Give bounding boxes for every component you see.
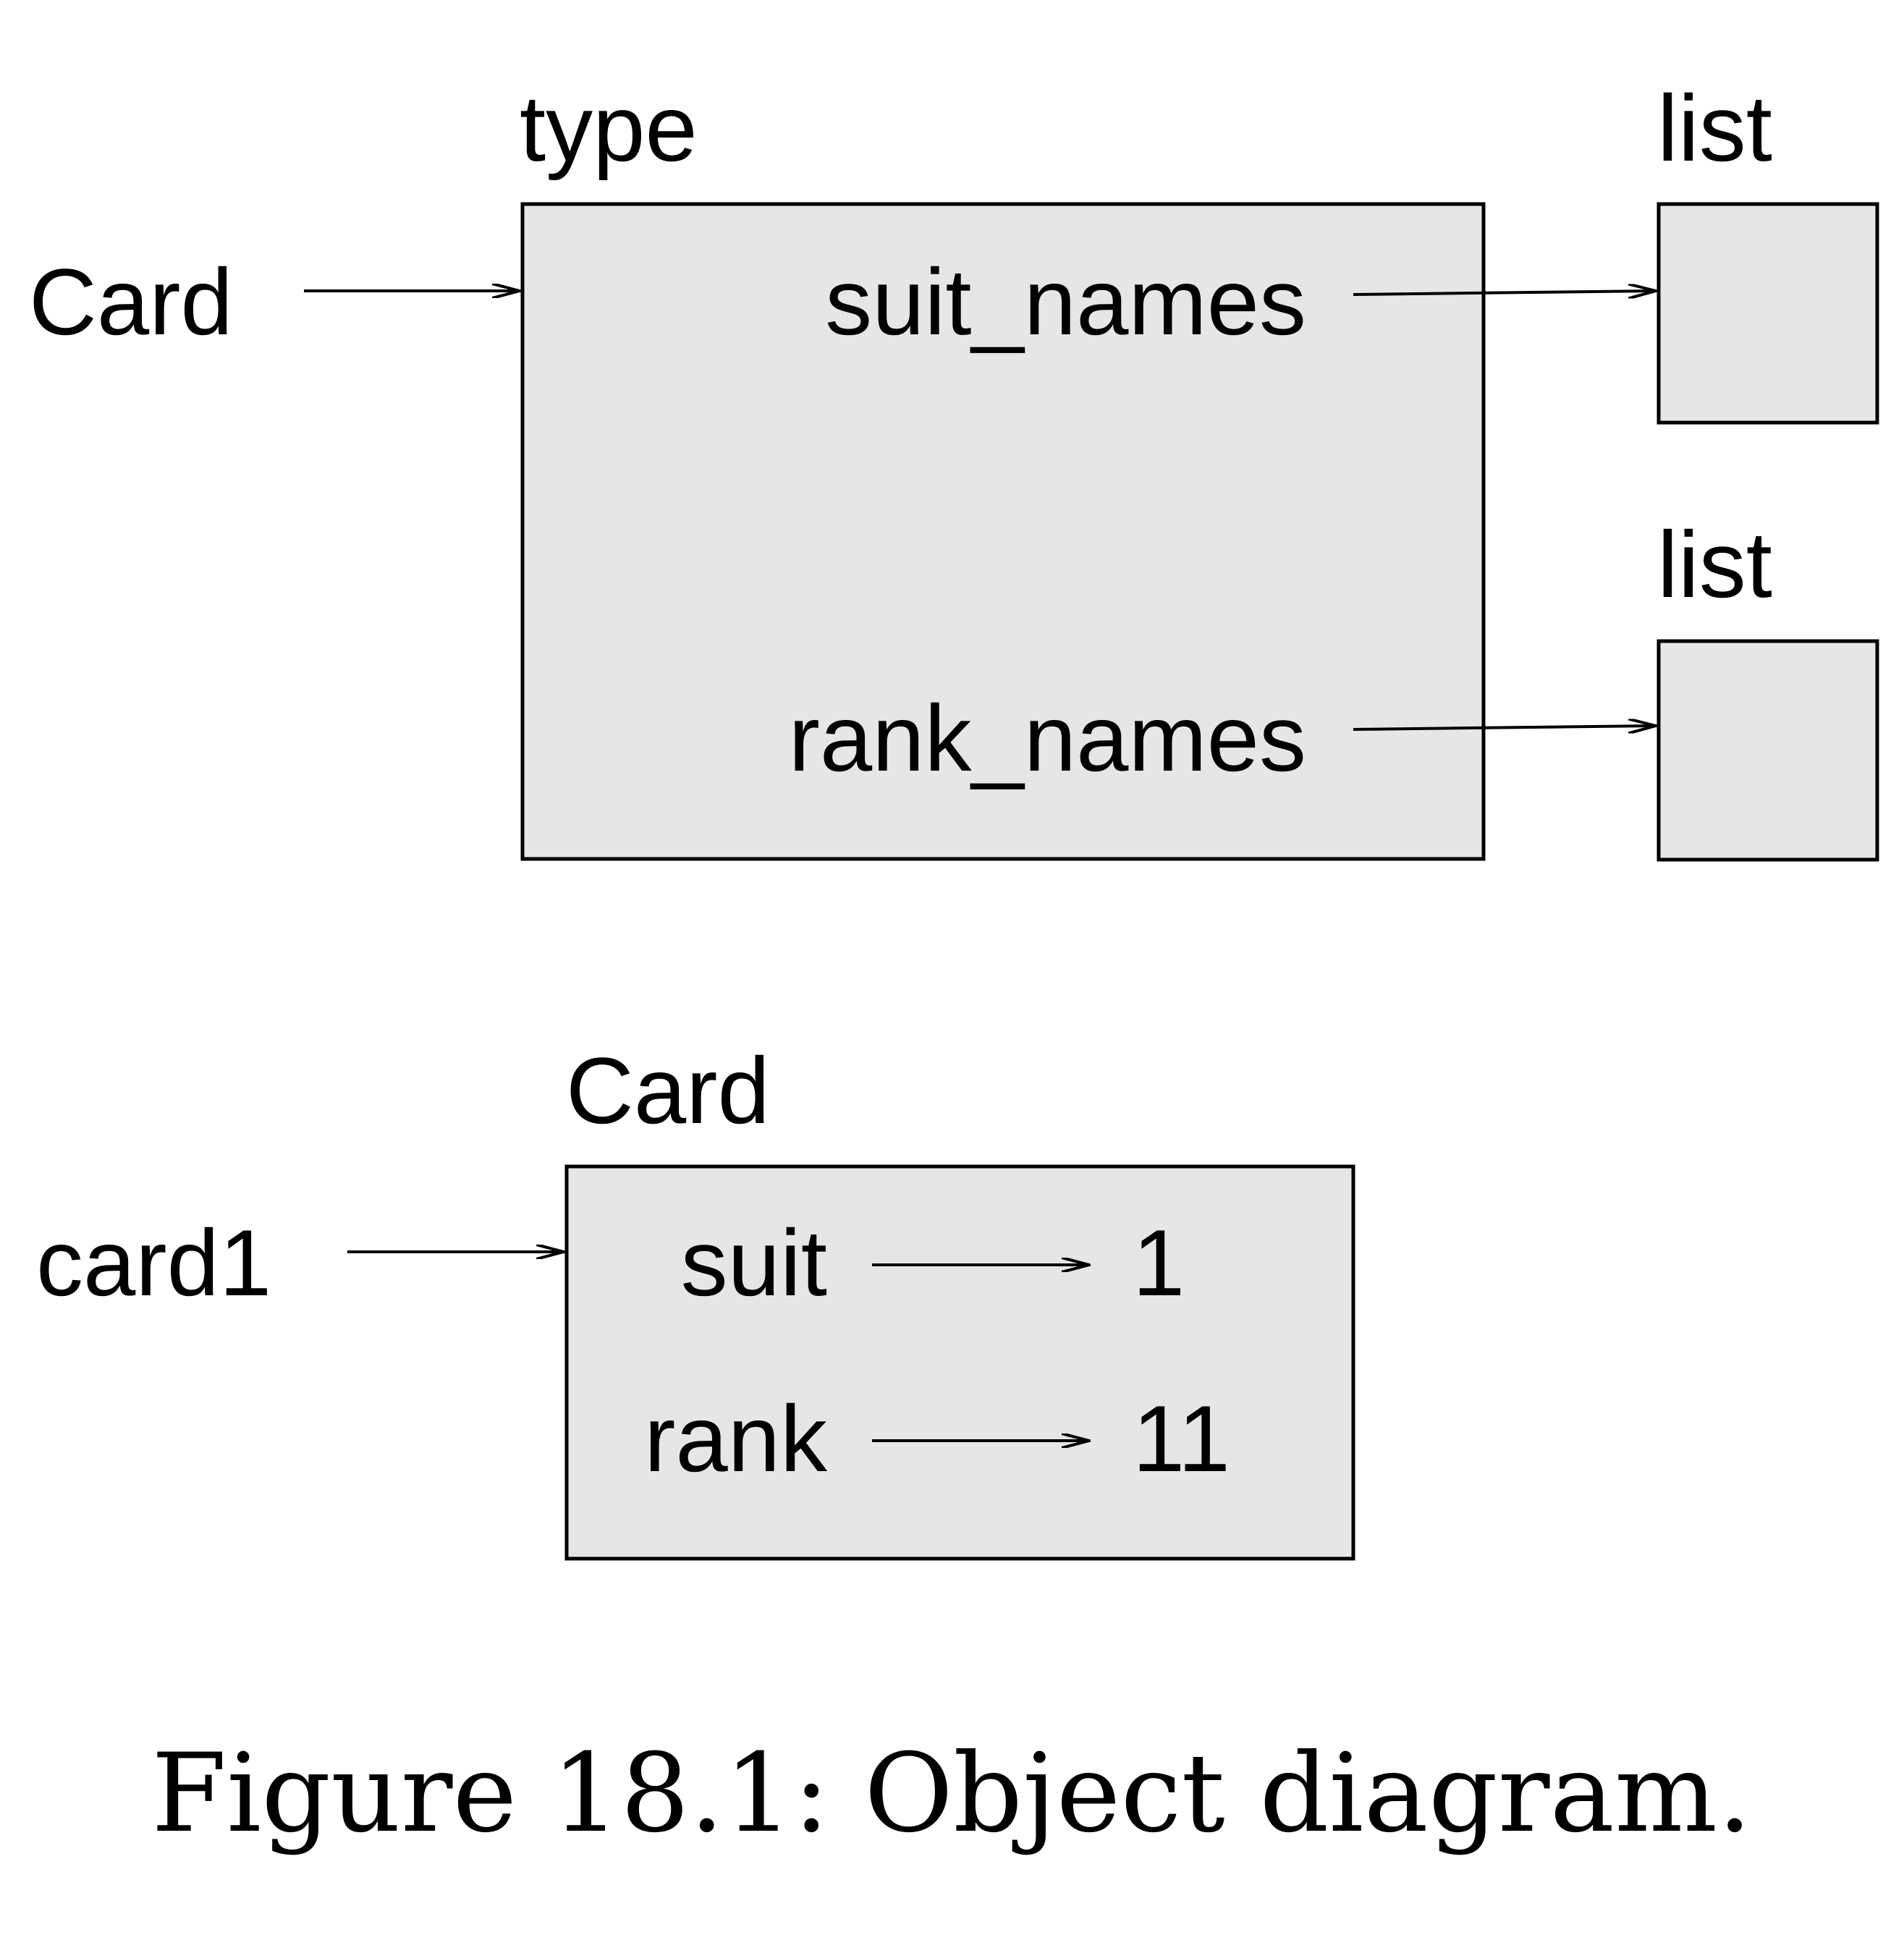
suit-value: 1 — [1133, 1210, 1185, 1316]
rank-names-list-type-label: list — [1657, 512, 1772, 617]
instance-variable-name: card1 — [36, 1210, 271, 1316]
rank-names-list-box — [1657, 639, 1879, 862]
suit-attribute: suit — [681, 1210, 827, 1316]
suit-names-list-box — [1657, 202, 1879, 425]
class-object-box — [520, 202, 1486, 861]
instance-object-box — [564, 1164, 1355, 1561]
rank-names-arrow — [1353, 726, 1656, 729]
rank-value: 11 — [1133, 1386, 1230, 1491]
instance-type-label: Card — [566, 1038, 770, 1143]
class-type-label: type — [520, 75, 698, 181]
class-variable-name: Card — [29, 249, 233, 355]
suit-names-attribute: suit_names — [825, 249, 1306, 355]
rank-names-attribute: rank_names — [789, 685, 1306, 791]
rank-attribute: rank — [644, 1386, 828, 1491]
suit-names-list-type-label: list — [1657, 75, 1772, 181]
figure-caption: Figure 18.1: Object diagram. — [151, 1731, 1752, 1857]
suit-names-arrow — [1353, 291, 1656, 295]
